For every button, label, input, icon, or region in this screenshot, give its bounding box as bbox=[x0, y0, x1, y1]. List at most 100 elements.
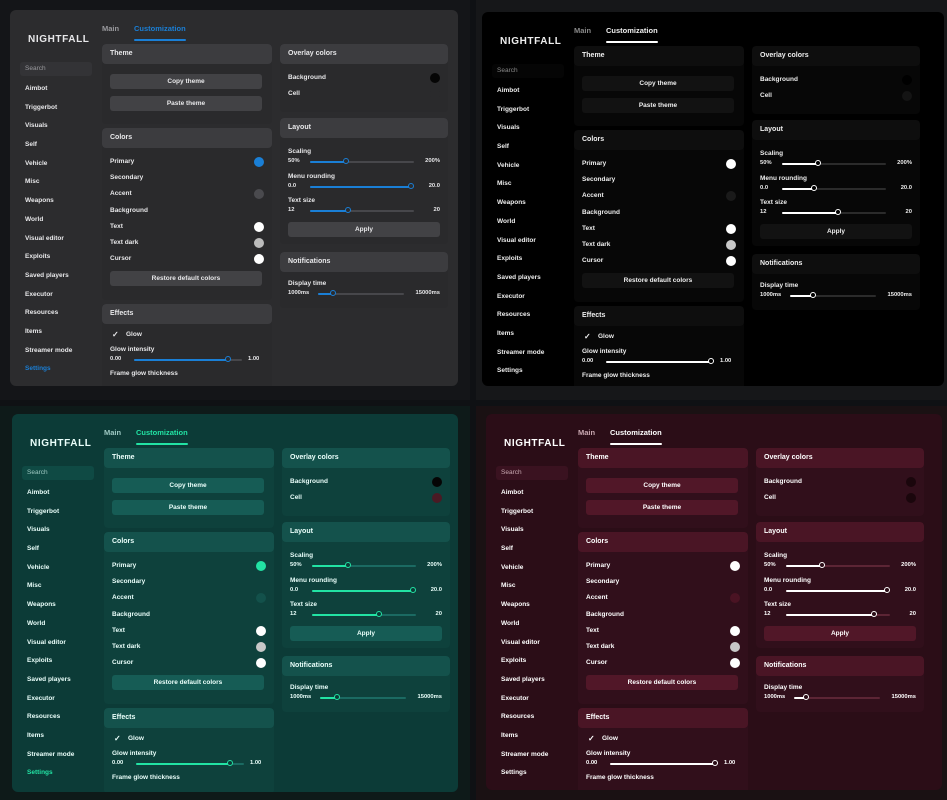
menu-rounding-slider[interactable] bbox=[310, 182, 414, 189]
menu-rounding-slider[interactable] bbox=[312, 586, 416, 593]
sidebar-item-weapons[interactable]: Weapons bbox=[497, 199, 526, 207]
sidebar-item-items[interactable]: Items bbox=[25, 327, 42, 335]
restore-default-colors-button[interactable]: Restore default colors bbox=[112, 675, 264, 690]
color-swatch[interactable] bbox=[730, 625, 740, 636]
slider-knob[interactable] bbox=[835, 209, 842, 215]
slider-knob[interactable] bbox=[334, 694, 341, 700]
search-input[interactable]: Search bbox=[22, 466, 94, 480]
slider-knob[interactable] bbox=[803, 694, 810, 700]
overlay-swatch[interactable] bbox=[906, 477, 916, 487]
search-input[interactable]: Search bbox=[20, 62, 92, 76]
paste-theme-button[interactable]: Paste theme bbox=[586, 500, 738, 515]
color-swatch[interactable] bbox=[730, 658, 740, 669]
slider-knob[interactable] bbox=[707, 358, 714, 364]
slider-knob[interactable] bbox=[883, 586, 890, 593]
glow-checkbox[interactable]: ✓ bbox=[584, 332, 591, 341]
text-size-slider[interactable] bbox=[782, 209, 886, 215]
glow-checkbox[interactable]: ✓ bbox=[114, 734, 121, 743]
sidebar-item-triggerbot[interactable]: Triggerbot bbox=[27, 507, 60, 515]
slider-knob[interactable] bbox=[224, 356, 231, 362]
sidebar-item-saved-players[interactable]: Saved players bbox=[497, 273, 541, 281]
sidebar-item-exploits[interactable]: Exploits bbox=[27, 657, 53, 665]
sidebar-item-streamer-mode[interactable]: Streamer mode bbox=[501, 750, 549, 758]
restore-default-colors-button[interactable]: Restore default colors bbox=[582, 273, 734, 288]
sidebar-item-misc[interactable]: Misc bbox=[501, 582, 516, 590]
color-swatch[interactable] bbox=[730, 642, 740, 652]
display-time-slider[interactable] bbox=[794, 694, 880, 700]
sidebar-item-settings[interactable]: Settings bbox=[25, 365, 51, 373]
sidebar-item-exploits[interactable]: Exploits bbox=[25, 253, 51, 261]
sidebar-item-weapons[interactable]: Weapons bbox=[501, 601, 530, 609]
tab-main[interactable]: Main bbox=[102, 24, 120, 33]
slider-knob[interactable] bbox=[226, 760, 233, 766]
color-swatch[interactable] bbox=[726, 191, 736, 202]
overlay-swatch[interactable] bbox=[432, 477, 442, 487]
sidebar-item-self[interactable]: Self bbox=[501, 545, 513, 553]
overlay-swatch[interactable] bbox=[902, 75, 912, 85]
apply-button[interactable]: Apply bbox=[764, 626, 916, 641]
sidebar-item-misc[interactable]: Misc bbox=[497, 180, 512, 188]
text-size-slider[interactable] bbox=[312, 611, 416, 617]
sidebar-item-executor[interactable]: Executor bbox=[497, 292, 525, 300]
tab-main[interactable]: Main bbox=[574, 26, 592, 35]
sidebar-item-exploits[interactable]: Exploits bbox=[501, 657, 527, 665]
sidebar-item-executor[interactable]: Executor bbox=[27, 694, 55, 702]
glow-checkbox[interactable]: ✓ bbox=[112, 330, 119, 339]
color-swatch[interactable] bbox=[256, 625, 266, 636]
color-swatch[interactable] bbox=[254, 157, 264, 167]
overlay-swatch[interactable] bbox=[906, 493, 916, 503]
slider-knob[interactable] bbox=[375, 611, 382, 617]
sidebar-item-vehicle[interactable]: Vehicle bbox=[497, 161, 520, 169]
tab-customization[interactable]: Customization bbox=[610, 428, 662, 445]
tab-customization[interactable]: Customization bbox=[606, 26, 658, 43]
sidebar-item-settings[interactable]: Settings bbox=[497, 367, 523, 375]
display-time-slider[interactable] bbox=[320, 694, 406, 700]
copy-theme-button[interactable]: Copy theme bbox=[110, 74, 262, 89]
slider-knob[interactable] bbox=[345, 562, 352, 568]
display-time-slider[interactable] bbox=[318, 290, 404, 296]
sidebar-item-vehicle[interactable]: Vehicle bbox=[25, 159, 48, 167]
sidebar-item-visuals[interactable]: Visuals bbox=[497, 124, 520, 132]
glow-intensity-slider[interactable] bbox=[606, 358, 714, 364]
scaling-slider[interactable] bbox=[782, 160, 886, 166]
sidebar-item-aimbot[interactable]: Aimbot bbox=[27, 489, 50, 496]
overlay-swatch[interactable] bbox=[430, 73, 440, 83]
color-swatch[interactable] bbox=[726, 240, 736, 250]
sidebar-item-aimbot[interactable]: Aimbot bbox=[497, 87, 520, 94]
sidebar-item-saved-players[interactable]: Saved players bbox=[25, 271, 69, 279]
sidebar-item-world[interactable]: World bbox=[501, 619, 520, 627]
color-swatch[interactable] bbox=[730, 561, 740, 571]
color-swatch[interactable] bbox=[256, 593, 266, 604]
menu-rounding-slider[interactable] bbox=[782, 184, 886, 191]
sidebar-item-self[interactable]: Self bbox=[27, 545, 39, 553]
slider-knob[interactable] bbox=[330, 290, 337, 296]
sidebar-item-world[interactable]: World bbox=[27, 619, 46, 627]
sidebar-item-triggerbot[interactable]: Triggerbot bbox=[501, 507, 534, 515]
slider-knob[interactable] bbox=[815, 160, 822, 166]
sidebar-item-streamer-mode[interactable]: Streamer mode bbox=[27, 750, 75, 758]
sidebar-item-weapons[interactable]: Weapons bbox=[25, 197, 54, 205]
sidebar-item-items[interactable]: Items bbox=[501, 731, 518, 739]
sidebar-item-world[interactable]: World bbox=[497, 217, 516, 225]
sidebar-item-visual-editor[interactable]: Visual editor bbox=[27, 638, 66, 646]
sidebar-item-aimbot[interactable]: Aimbot bbox=[501, 489, 524, 496]
apply-button[interactable]: Apply bbox=[288, 222, 440, 237]
tab-customization[interactable]: Customization bbox=[136, 428, 188, 445]
sidebar-item-misc[interactable]: Misc bbox=[27, 582, 42, 590]
sidebar-item-triggerbot[interactable]: Triggerbot bbox=[25, 103, 58, 111]
menu-rounding-slider[interactable] bbox=[786, 586, 890, 593]
slider-knob[interactable] bbox=[407, 182, 414, 189]
color-swatch[interactable] bbox=[730, 593, 740, 604]
sidebar-item-vehicle[interactable]: Vehicle bbox=[27, 563, 50, 571]
sidebar-item-executor[interactable]: Executor bbox=[501, 694, 529, 702]
scaling-slider[interactable] bbox=[310, 158, 414, 164]
copy-theme-button[interactable]: Copy theme bbox=[582, 76, 734, 91]
sidebar-item-items[interactable]: Items bbox=[497, 329, 514, 337]
color-swatch[interactable] bbox=[726, 159, 736, 169]
sidebar-item-visuals[interactable]: Visuals bbox=[25, 122, 48, 130]
paste-theme-button[interactable]: Paste theme bbox=[110, 96, 262, 111]
color-swatch[interactable] bbox=[256, 658, 266, 669]
sidebar-item-world[interactable]: World bbox=[25, 215, 44, 223]
sidebar-item-settings[interactable]: Settings bbox=[501, 769, 527, 777]
copy-theme-button[interactable]: Copy theme bbox=[586, 478, 738, 493]
